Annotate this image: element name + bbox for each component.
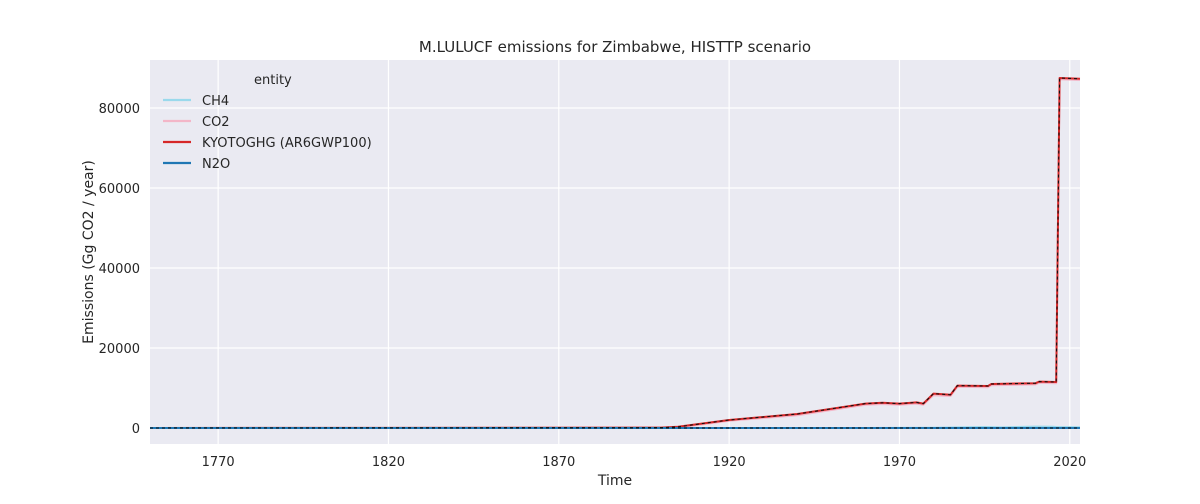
plot-area xyxy=(150,60,1080,444)
legend-label: CH4 xyxy=(202,94,229,109)
y-tick-label: 40000 xyxy=(99,262,140,277)
x-axis-ticks: 1770 1820 1870 1920 1970 2020 xyxy=(202,455,1087,470)
y-tick-label: 20000 xyxy=(99,342,140,357)
legend-title: entity xyxy=(254,73,292,88)
y-axis-ticks: 0 20000 40000 60000 80000 xyxy=(99,102,140,437)
chart-title: M.LULUCF emissions for Zimbabwe, HISTTP … xyxy=(419,38,811,56)
y-tick-label: 60000 xyxy=(99,182,140,197)
legend-label: CO2 xyxy=(202,115,230,130)
x-tick-label: 1870 xyxy=(542,455,575,470)
x-tick-label: 1920 xyxy=(713,455,746,470)
x-tick-label: 1970 xyxy=(883,455,916,470)
x-tick-label: 1820 xyxy=(372,455,405,470)
series-layer xyxy=(149,77,1081,429)
legend: entity CH4 CO2 KYOTOGHG (AR6GWP100) N2O xyxy=(163,73,372,172)
x-axis-label: Time xyxy=(597,473,632,489)
y-tick-label: 0 xyxy=(132,422,140,437)
legend-label: KYOTOGHG (AR6GWP100) xyxy=(202,136,372,151)
x-tick-label: 2020 xyxy=(1053,455,1086,470)
x-tick-label: 1770 xyxy=(202,455,235,470)
y-axis-label: Emissions (Gg CO2 / year) xyxy=(81,160,97,344)
legend-label: N2O xyxy=(202,157,230,172)
y-tick-label: 80000 xyxy=(99,102,140,117)
series-line-reference-4 xyxy=(149,77,1081,429)
